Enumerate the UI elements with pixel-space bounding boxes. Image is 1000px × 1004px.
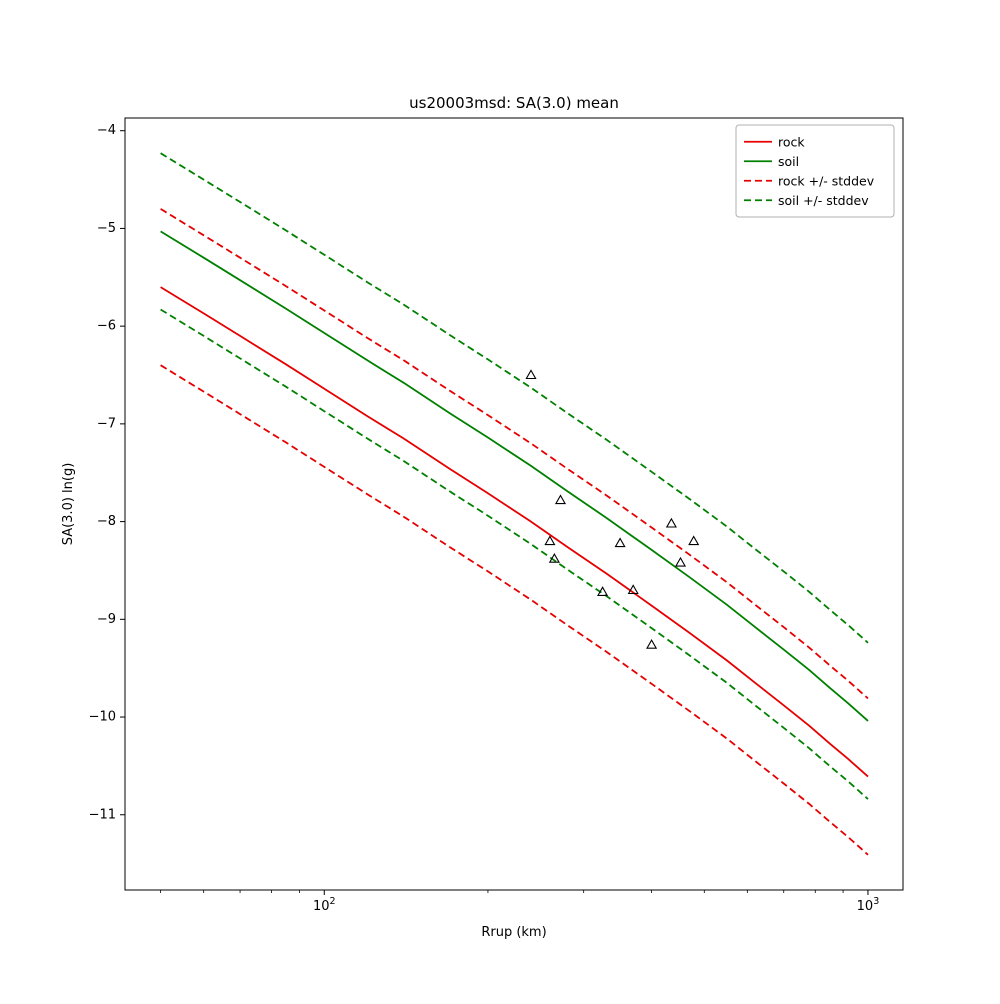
- y-tick-label: −4: [97, 123, 116, 138]
- x-tick-label: 102: [313, 896, 336, 914]
- legend: rock soil rock +/- stddev soil +/- stddev: [735, 124, 895, 218]
- y-tick-label: −7: [97, 416, 116, 431]
- y-axis-label: SA(3.0) ln(g): [61, 463, 76, 546]
- scatter-triangle: [554, 494, 567, 505]
- series-soil-stddev-lower-line: [160, 308, 869, 800]
- legend-label: rock +/- stddev: [778, 173, 875, 188]
- y-tick-label: −11: [89, 807, 116, 822]
- series-soil-line: [160, 230, 869, 722]
- series-rock-line: [160, 286, 869, 778]
- y-tick-label: −5: [97, 221, 116, 236]
- legend-box: [735, 124, 895, 218]
- scatter-triangle: [525, 369, 537, 380]
- scatter-triangle: [548, 552, 560, 563]
- scatter-triangle: [665, 517, 677, 528]
- legend-item-rock: rock: [744, 134, 805, 149]
- x-axis-label: Rrup (km): [481, 925, 546, 940]
- legend-label: soil: [778, 154, 799, 169]
- y-tick-label: −8: [97, 514, 116, 529]
- scatter-triangle: [627, 584, 639, 595]
- scatter-triangle: [597, 586, 609, 596]
- scatter-triangle: [544, 535, 556, 546]
- scatter-triangle: [614, 537, 626, 548]
- legend-label: rock: [778, 134, 805, 149]
- scatter-group: [525, 369, 700, 649]
- scatter-triangle: [674, 556, 687, 567]
- series-soil-stddev-upper-line: [160, 152, 869, 644]
- legend-item-soil: soil: [744, 154, 799, 169]
- legend-item-soil-stddev: soil +/- stddev: [744, 193, 869, 208]
- scatter-triangle: [688, 535, 700, 546]
- y-tick-label: −6: [97, 319, 116, 334]
- chart-title: us20003msd: SA(3.0) mean: [409, 94, 619, 112]
- legend-item-rock-stddev: rock +/- stddev: [744, 173, 875, 188]
- scatter-triangle: [646, 638, 658, 649]
- plot-area: −4 −5 −6 −7 −8 −9 −10 −11 102 103 rock soil rock +/-…: [89, 117, 904, 914]
- y-tick-label: −9: [97, 612, 116, 627]
- series-rock-stddev-upper-line: [160, 208, 869, 700]
- plot-border: [124, 117, 904, 891]
- series-rock-stddev-lower-line: [160, 364, 869, 856]
- x-tick-label: 103: [857, 896, 880, 914]
- legend-label: soil +/- stddev: [778, 193, 869, 208]
- y-tick-label: −10: [89, 710, 116, 725]
